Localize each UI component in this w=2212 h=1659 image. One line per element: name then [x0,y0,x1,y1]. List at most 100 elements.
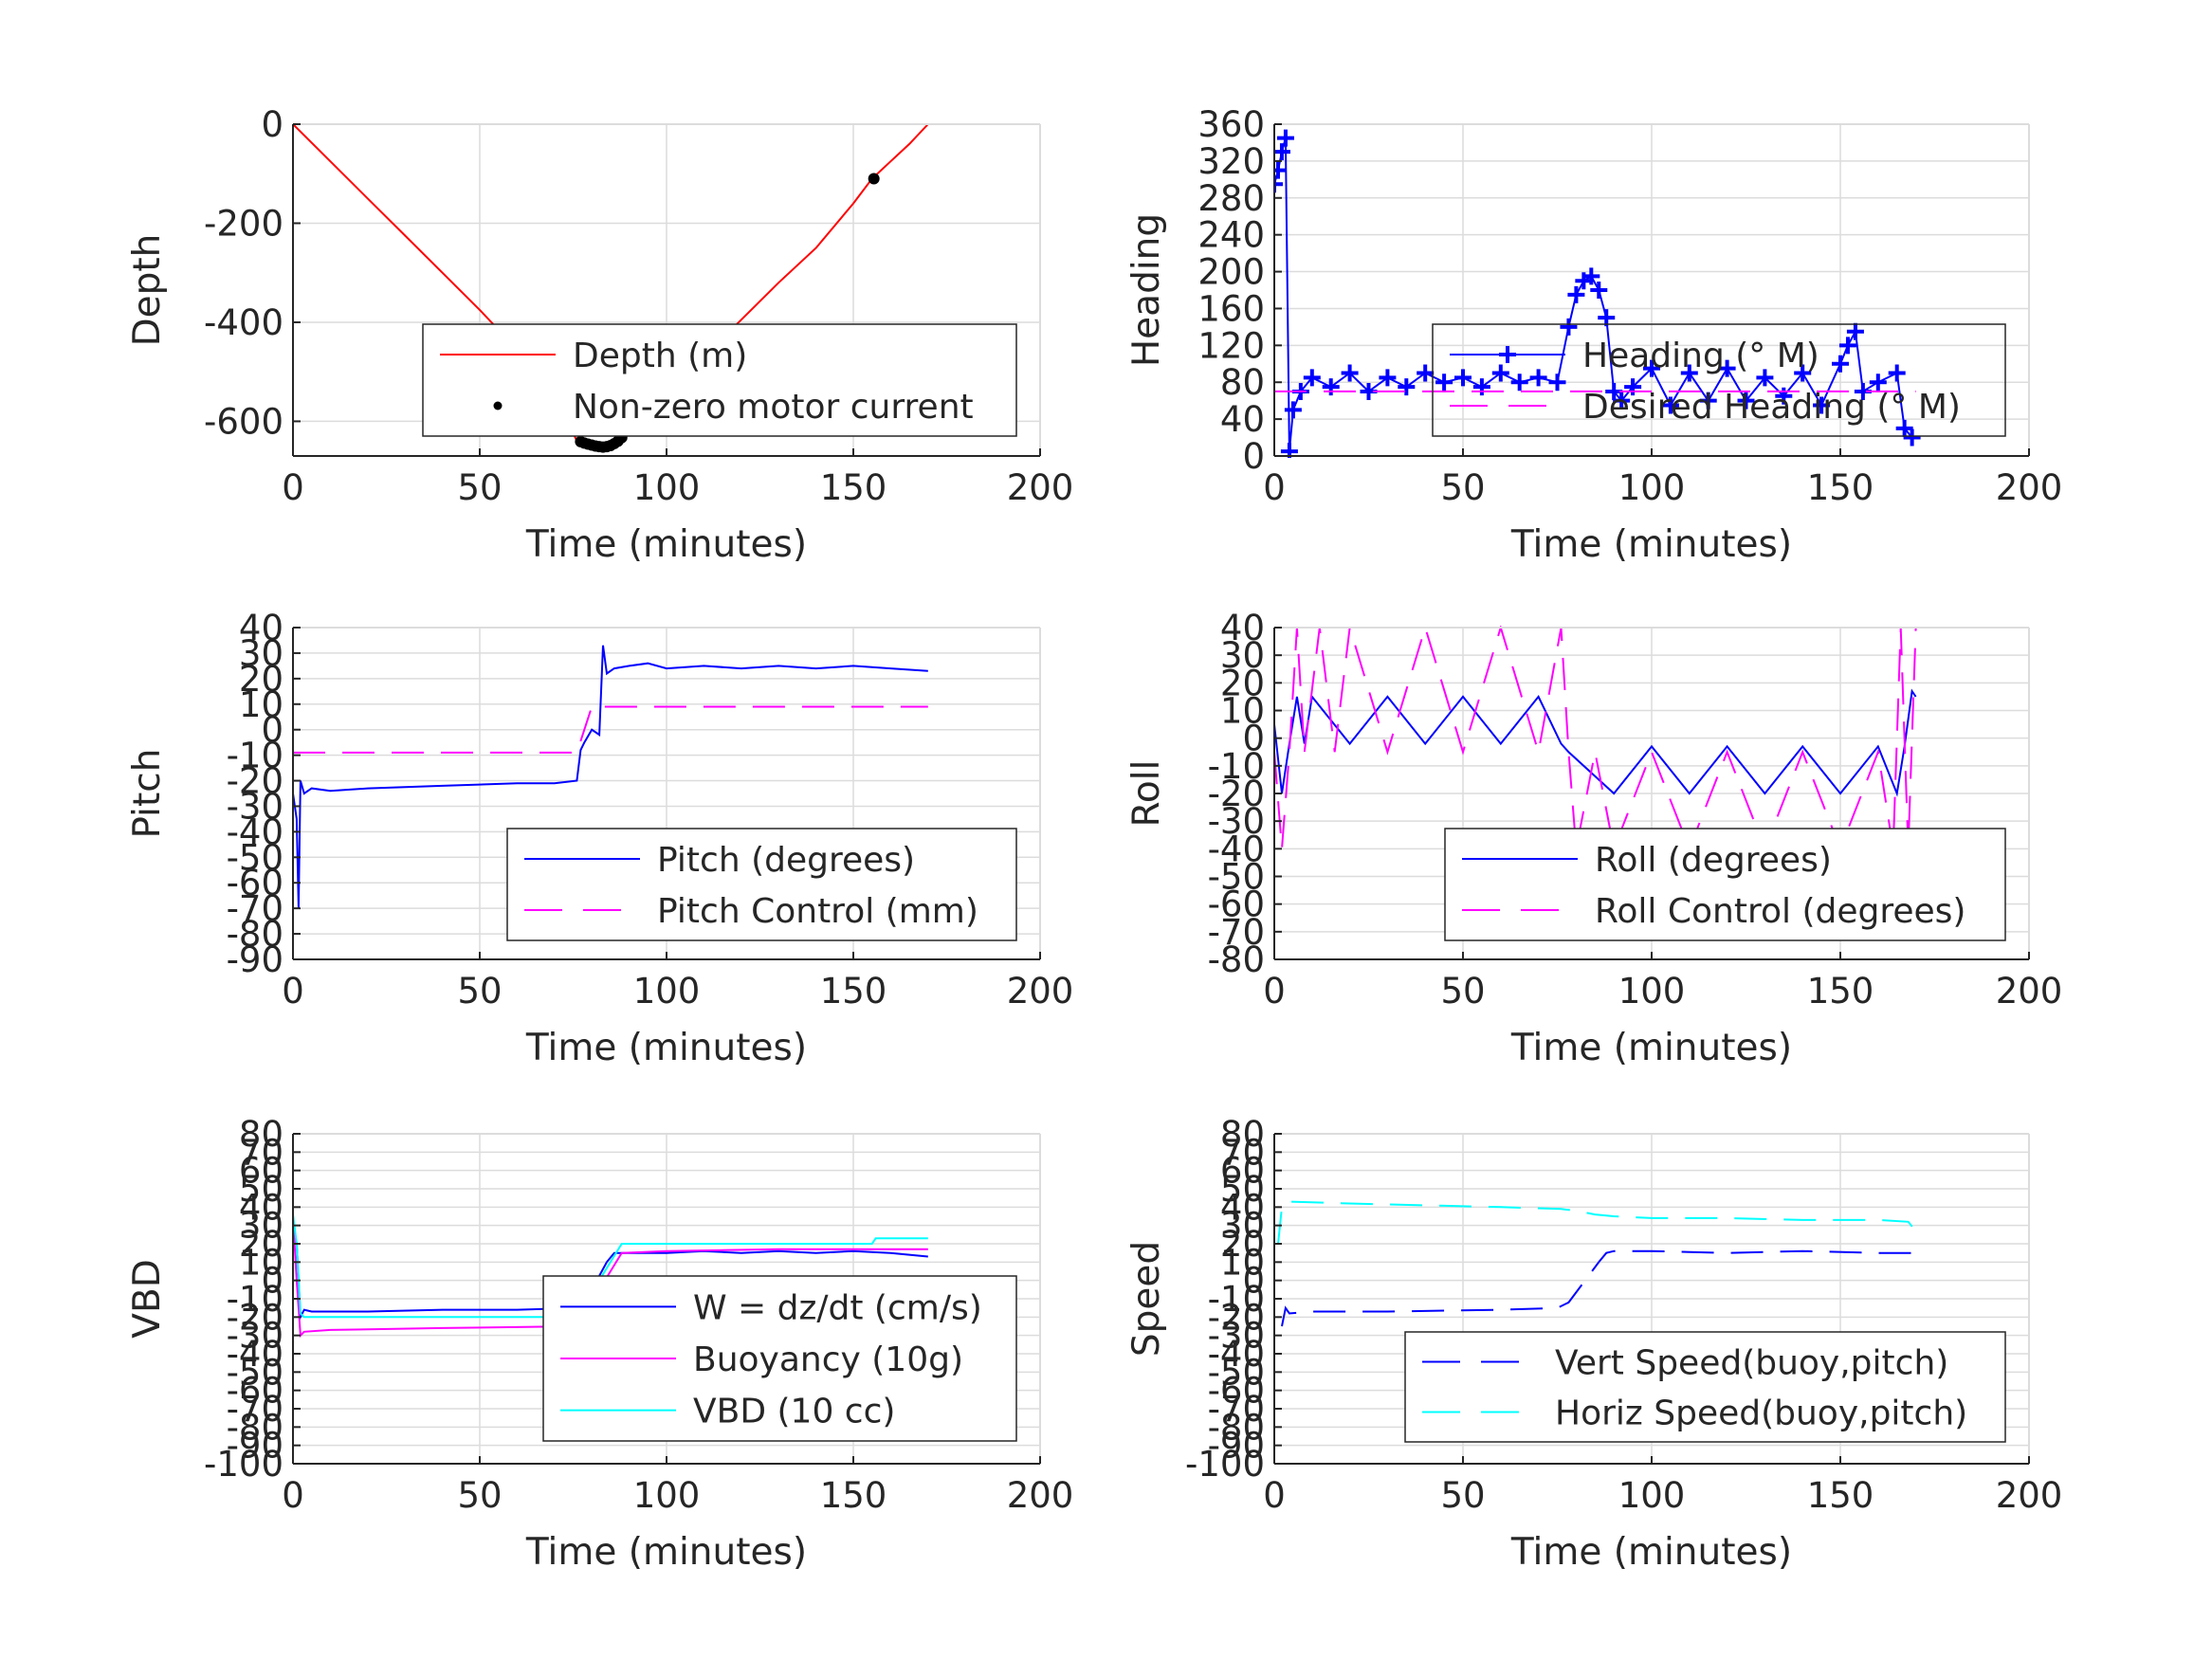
heading-series-1-point [1869,374,1887,392]
heading-ytick-label: 120 [1197,325,1265,366]
depth-xtick-label: 150 [820,467,887,508]
speed-ytick-label: 80 [1220,1114,1265,1155]
roll-xtick-label: 100 [1618,971,1686,1012]
heading-legend-label-1: Heading (° M) [1582,337,1819,375]
heading-series-1-point [1661,396,1679,414]
heading-series-1-point [1718,359,1736,377]
pitch-ytick-label: 0 [261,710,283,751]
speed-series-group [1277,1200,1917,1327]
vbd-ytick-label: 20 [239,1224,283,1265]
pitch-ytick-label: 20 [239,659,283,700]
roll-ytick-label: -60 [1208,884,1265,925]
pitch-ytick-label: -90 [227,939,283,980]
speed-xtick-label: 100 [1618,1475,1686,1516]
chart-vbd: 0 50 100 150 200-100-90-80-70-60-50-40-30-20… [126,1114,1073,1574]
heading-xtick-label: 0 [1263,467,1286,508]
heading-series-1-point [1417,364,1435,382]
vbd-xtick-label: 200 [1007,1475,1074,1516]
roll-legend-label-1: Roll (degrees) [1595,841,1832,880]
depth-xlabel: Time (minutes) [525,523,807,566]
speed-legend: Vert Speed(buoy,pitch) Horiz Speed(buoy,p… [1404,1331,2006,1443]
roll-ytick-label: -70 [1208,912,1265,953]
speed-xtick-label: 150 [1807,1475,1874,1516]
heading-series-1-point [1510,374,1528,392]
heading-ytick-label: 240 [1197,215,1265,256]
vbd-ytick-label: 0 [261,1261,283,1302]
depth-ytick-label: -600 [204,401,283,442]
vbd-ylabel: VBD [126,1259,169,1338]
heading-legend-label-2: Desired Heading (° M) [1582,388,1961,427]
pitch-xtick-label: 0 [282,971,304,1012]
heading-series-1-point [1341,364,1359,382]
pitch-ytick-label: -10 [227,736,283,776]
heading-series-1-point [1590,282,1608,299]
heading-xtick-label: 150 [1807,467,1874,508]
roll-legend-box [1444,828,2006,941]
speed-ytick-label: -30 [1208,1316,1265,1357]
speed-ytick-label: 50 [1220,1169,1265,1210]
chart-heading: 0 50 100 150 20004080120160200240280320360Ti… [1125,104,2062,566]
chart-pitch: 0 50 100 150 200-90-80-70-60-50-40-30-20-100… [126,608,1073,1069]
heading-series-1-point [1435,374,1453,392]
vbd-legend-label-1: W = dz/dt (cm/s) [693,1288,982,1327]
vbd-legend-label-3: VBD (10 cc) [693,1393,895,1431]
heading-series-1-point [1680,364,1698,382]
pitch-ytick-label: -30 [227,786,283,827]
heading-series-1-point [1582,267,1600,285]
speed-ytick-label: 20 [1220,1224,1265,1265]
vbd-ytick-label: -100 [204,1444,283,1485]
heading-legend: Heading (° M) Desired Heading (° M) [1432,323,2006,437]
heading-series-1-point [1737,392,1755,410]
heading-series-1-point [1274,175,1283,193]
heading-series-1-point [1529,369,1547,387]
pitch-xlabel: Time (minutes) [525,1027,807,1069]
heading-ylabel: Heading [1125,213,1168,367]
depth-xtick-label: 100 [633,467,701,508]
vbd-ytick-label: 80 [239,1114,283,1155]
depth-xtick-label: 0 [282,467,304,508]
vbd-ytick-label: 10 [239,1242,283,1283]
heading-xtick-label: 200 [1996,467,2063,508]
heading-series-1-point [1280,443,1298,458]
pitch-legend-box [506,828,1017,941]
depth-xtick-label: 200 [1007,467,1074,508]
roll-ytick-label: -20 [1208,774,1265,814]
pitch-ytick-label: -60 [227,863,283,903]
depth-legend-label-2: Non-zero motor current [573,388,974,427]
pitch-legend-label-1: Pitch (degrees) [657,841,915,880]
heading-series-1-point [1379,369,1397,387]
speed-ytick-label: -70 [1208,1389,1265,1430]
vbd-xlabel: Time (minutes) [525,1531,807,1574]
pitch-ytick-label: -80 [227,914,283,955]
roll-xtick-label: 0 [1263,971,1286,1012]
vbd-ytick-label: -80 [227,1407,283,1448]
heading-series-1-point [1274,143,1290,161]
pitch-legend: Pitch (degrees) Pitch Control (mm) [506,828,1017,941]
heading-ytick-label: 0 [1242,436,1265,477]
vbd-ytick-label: 40 [239,1187,283,1228]
pitch-xtick-label: 200 [1007,971,1074,1012]
vbd-ytick-label: 30 [239,1206,283,1247]
vbd-ytick-label: -30 [227,1316,283,1357]
roll-ylabel: Roll [1125,760,1168,828]
depth-xtick-label: 50 [457,467,502,508]
depth-ylabel: Depth [126,234,169,347]
roll-ytick-label: 40 [1220,608,1265,648]
pitch-ytick-label: 30 [239,633,283,674]
speed-ytick-label: -20 [1208,1297,1265,1338]
heading-legend-marker-1 [1499,346,1516,363]
vbd-ytick-label: -50 [227,1352,283,1393]
pitch-series-1-line [293,645,928,909]
speed-ytick-label: -50 [1208,1352,1265,1393]
speed-ytick-label: -90 [1208,1426,1265,1467]
depth-legend-box [422,323,1017,437]
vbd-ytick-label: 60 [239,1151,283,1192]
heading-series-1-point [1775,387,1793,405]
heading-ytick-label: 200 [1197,252,1265,293]
pitch-legend-label-2: Pitch Control (mm) [657,892,978,931]
heading-series-1-point [1624,378,1642,396]
heading-series-1-point [1888,364,1906,382]
pitch-ytick-label: 10 [239,684,283,725]
pitch-xtick-label: 150 [820,971,887,1012]
